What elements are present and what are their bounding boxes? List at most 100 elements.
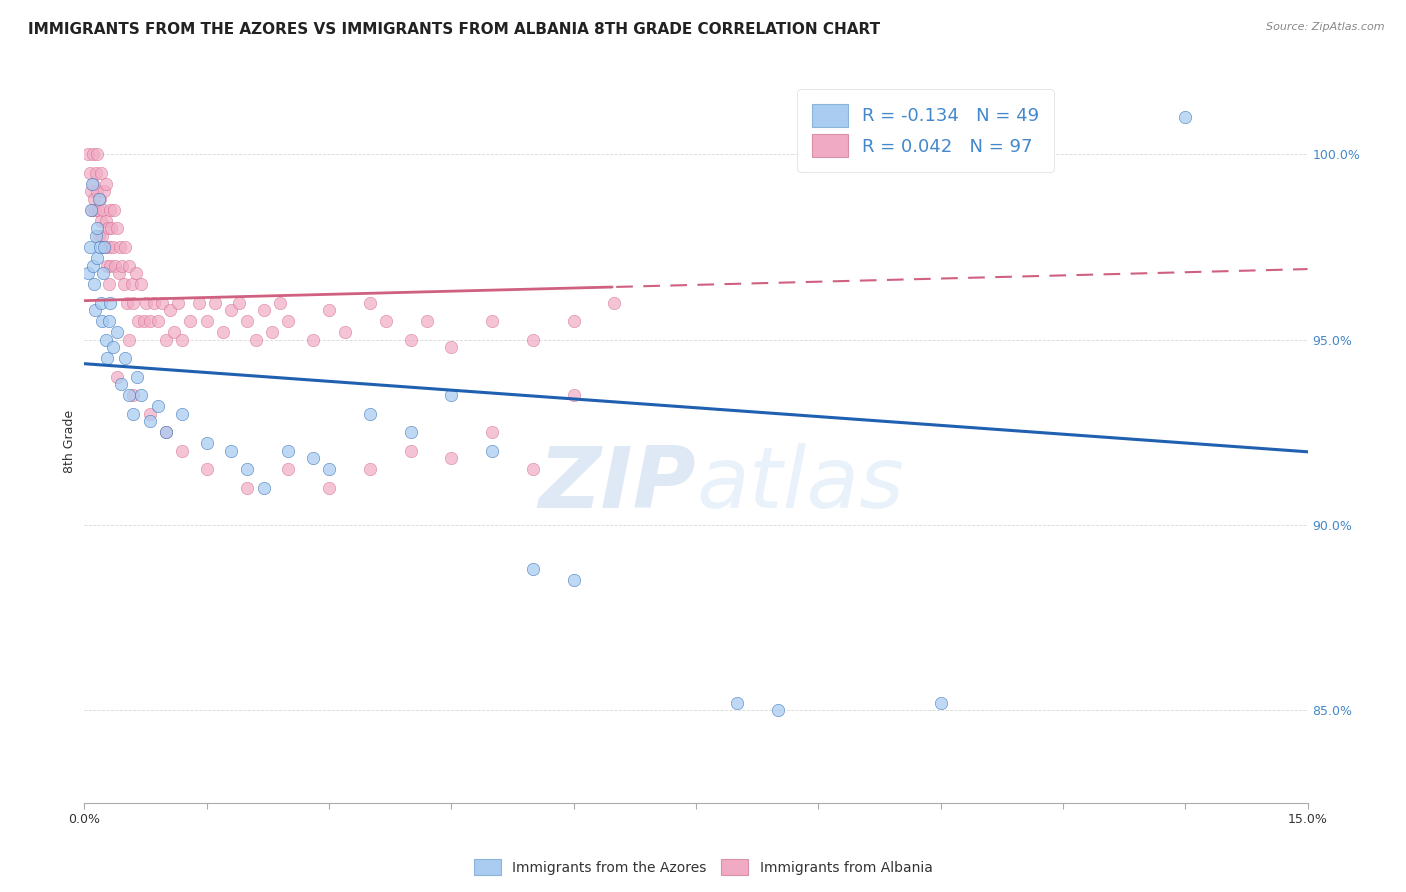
Point bbox=[103, 202, 125, 217]
Point bbox=[481, 443, 503, 458]
Point bbox=[131, 277, 153, 291]
Point bbox=[359, 407, 381, 421]
Point bbox=[155, 425, 177, 440]
Point bbox=[277, 462, 299, 476]
Point bbox=[118, 333, 141, 347]
Point bbox=[195, 462, 218, 476]
Point bbox=[84, 228, 107, 243]
Point bbox=[131, 388, 153, 402]
Point bbox=[89, 240, 111, 254]
Point bbox=[172, 443, 194, 458]
Point bbox=[260, 325, 283, 339]
Point bbox=[150, 295, 173, 310]
Point bbox=[335, 325, 357, 339]
Point bbox=[114, 351, 136, 366]
Point bbox=[122, 407, 145, 421]
Point bbox=[77, 147, 100, 161]
Point bbox=[100, 221, 122, 235]
Point bbox=[562, 574, 585, 588]
Point bbox=[725, 696, 748, 710]
Point bbox=[359, 295, 381, 310]
Point bbox=[204, 295, 226, 310]
Point bbox=[80, 185, 103, 199]
Point bbox=[375, 314, 398, 328]
Point bbox=[399, 333, 422, 347]
Point bbox=[84, 202, 107, 217]
Point bbox=[105, 369, 128, 384]
Point bbox=[318, 303, 340, 318]
Point bbox=[112, 277, 135, 291]
Point bbox=[236, 462, 259, 476]
Point bbox=[172, 407, 194, 421]
Point bbox=[219, 303, 242, 318]
Point bbox=[122, 295, 145, 310]
Legend: Immigrants from the Azores, Immigrants from Albania: Immigrants from the Azores, Immigrants f… bbox=[468, 854, 938, 880]
Point bbox=[101, 340, 124, 354]
Legend: R = -0.134   N = 49, R = 0.042   N = 97: R = -0.134 N = 49, R = 0.042 N = 97 bbox=[797, 89, 1054, 172]
Point bbox=[603, 295, 626, 310]
Point bbox=[146, 400, 169, 414]
Point bbox=[125, 266, 148, 280]
Point bbox=[90, 166, 112, 180]
Point bbox=[236, 481, 259, 495]
Point bbox=[89, 192, 111, 206]
Point bbox=[97, 277, 120, 291]
Point bbox=[87, 228, 110, 243]
Point bbox=[91, 228, 114, 243]
Point bbox=[82, 259, 104, 273]
Point bbox=[91, 202, 114, 217]
Point bbox=[172, 333, 194, 347]
Text: ZIP: ZIP bbox=[538, 443, 696, 526]
Point bbox=[82, 177, 104, 191]
Point bbox=[118, 259, 141, 273]
Point bbox=[277, 314, 299, 328]
Point bbox=[91, 314, 114, 328]
Point bbox=[301, 451, 323, 466]
Point bbox=[91, 266, 114, 280]
Text: atlas: atlas bbox=[696, 443, 904, 526]
Point bbox=[440, 451, 463, 466]
Point bbox=[127, 369, 149, 384]
Point bbox=[79, 240, 101, 254]
Point bbox=[359, 462, 381, 476]
Point bbox=[90, 214, 112, 228]
Point bbox=[245, 333, 267, 347]
Point bbox=[77, 266, 100, 280]
Point bbox=[80, 177, 103, 191]
Point bbox=[115, 295, 138, 310]
Point bbox=[219, 443, 242, 458]
Point bbox=[236, 314, 259, 328]
Point bbox=[87, 202, 110, 217]
Point bbox=[399, 425, 422, 440]
Point bbox=[277, 443, 299, 458]
Point bbox=[80, 202, 103, 217]
Point bbox=[195, 314, 218, 328]
Point bbox=[105, 325, 128, 339]
Point bbox=[97, 240, 120, 254]
Point bbox=[253, 481, 276, 495]
Point bbox=[86, 147, 108, 161]
Point bbox=[318, 481, 340, 495]
Point bbox=[522, 462, 544, 476]
Point bbox=[100, 295, 122, 310]
Point bbox=[562, 388, 585, 402]
Point bbox=[163, 325, 186, 339]
Point bbox=[135, 295, 157, 310]
Point bbox=[79, 166, 101, 180]
Point bbox=[122, 388, 145, 402]
Point bbox=[253, 303, 276, 318]
Point bbox=[118, 388, 141, 402]
Point bbox=[97, 221, 120, 235]
Point bbox=[138, 414, 160, 428]
Point bbox=[399, 443, 422, 458]
Point bbox=[80, 202, 103, 217]
Point bbox=[318, 462, 340, 476]
Point bbox=[212, 325, 235, 339]
Point bbox=[167, 295, 190, 310]
Point bbox=[269, 295, 291, 310]
Point bbox=[86, 251, 108, 265]
Text: Source: ZipAtlas.com: Source: ZipAtlas.com bbox=[1267, 22, 1385, 32]
Point bbox=[98, 202, 121, 217]
Point bbox=[440, 388, 463, 402]
Point bbox=[159, 303, 181, 318]
